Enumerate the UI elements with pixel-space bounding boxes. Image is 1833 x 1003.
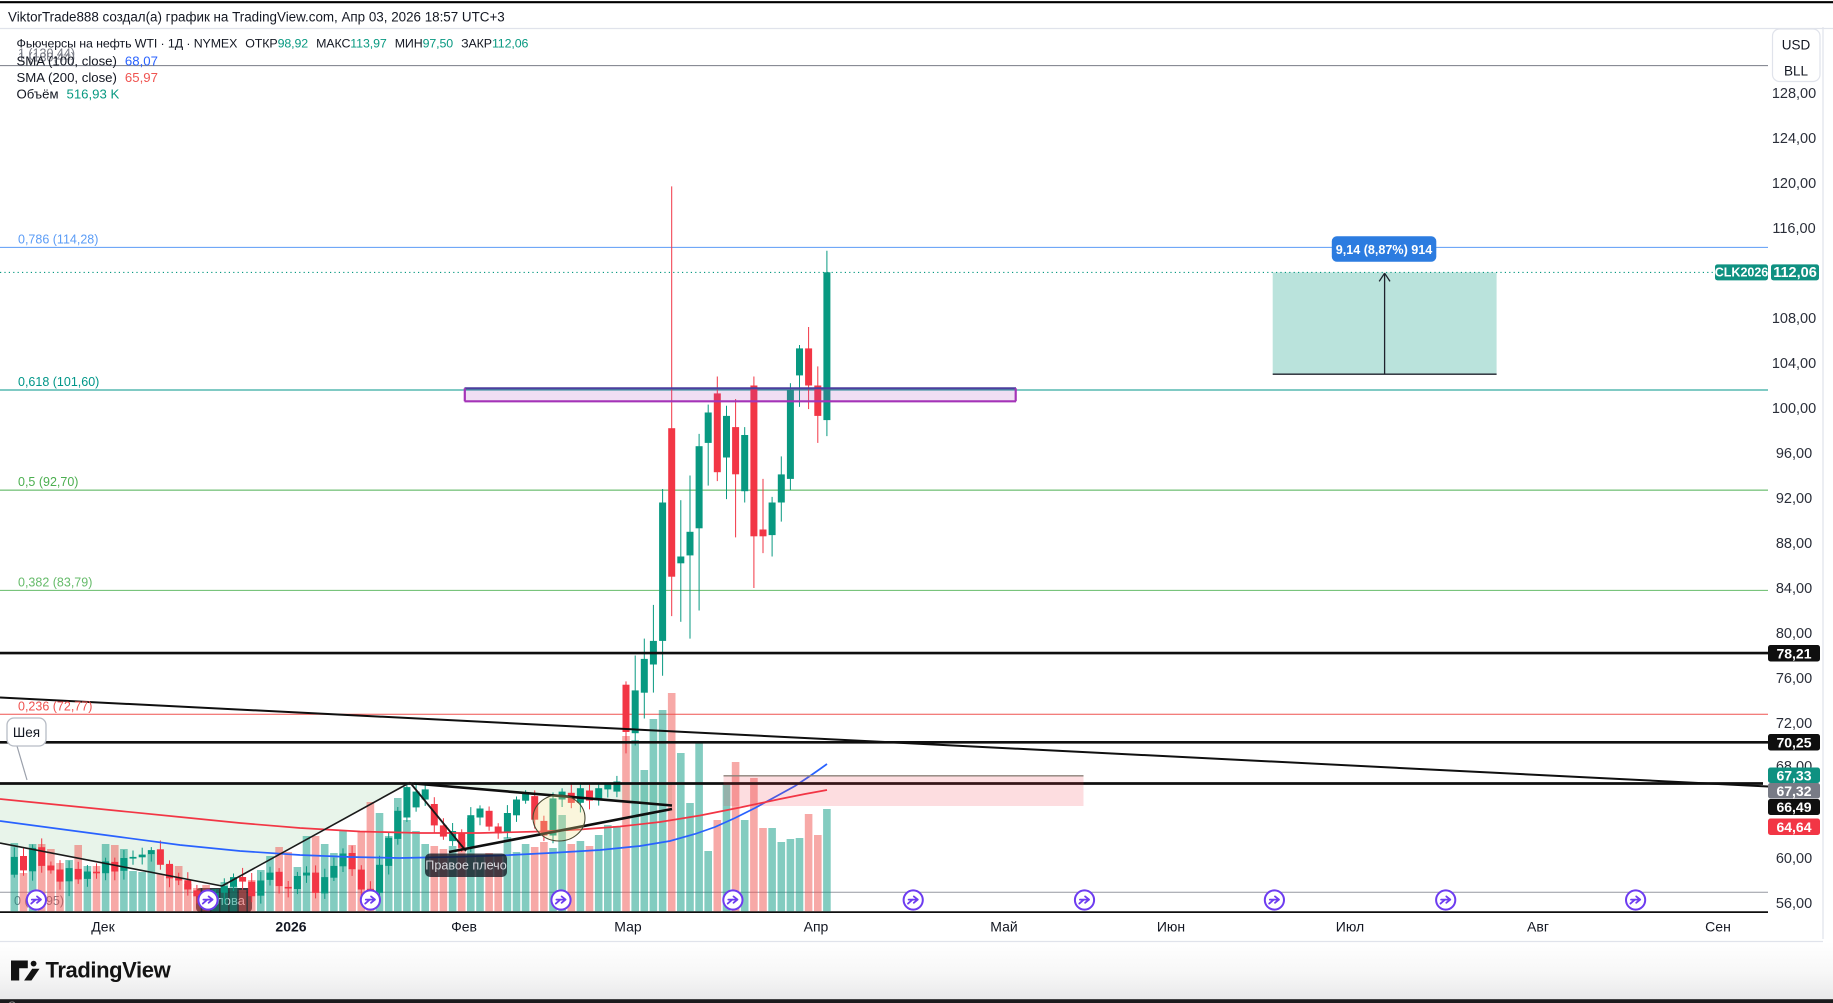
svg-text:128,00: 128,00 [1772,86,1816,102]
svg-text:1 (130,44): 1 (130,44) [18,51,75,65]
svg-text:SMA (100, close)68,07: SMA (100, close) 68,07 [17,54,158,69]
svg-text:78,21: 78,21 [1776,646,1811,662]
svg-text:Мар: Мар [614,919,642,935]
svg-text:64,64: 64,64 [1776,819,1811,835]
svg-text:Шея: Шея [13,725,40,740]
svg-text:0,236 (72,77): 0,236 (72,77) [18,700,92,714]
svg-text:Май: Май [990,919,1017,935]
svg-text:Дек: Дек [91,919,115,935]
svg-text:9,14 (8,87%) 914: 9,14 (8,87%) 914 [1336,243,1433,257]
svg-text:Фев: Фев [451,919,477,935]
svg-text:67,33: 67,33 [1776,768,1811,784]
svg-text:Апр: Апр [804,919,829,935]
svg-text:88,00: 88,00 [1776,536,1812,552]
svg-text:0,618 (101,60): 0,618 (101,60) [18,375,99,389]
svg-text:96,00: 96,00 [1776,446,1812,462]
svg-text:116,00: 116,00 [1772,221,1815,237]
svg-text:104,00: 104,00 [1772,356,1816,372]
svg-text:124,00: 124,00 [1772,131,1816,147]
svg-text:72,00: 72,00 [1776,716,1812,732]
svg-text:SMA (200, close)65,97: SMA (200, close) 65,97 [17,70,158,85]
svg-text:67,32: 67,32 [1776,783,1811,799]
svg-text:112,06: 112,06 [1773,265,1817,281]
svg-text:Июн: Июн [1157,919,1185,935]
svg-text:Фьючерсы на нефть WTI · 1Д · N: Фьючерсы на нефть WTI · 1Д · NYMEX ОТКР98… [17,37,529,51]
svg-text:84,00: 84,00 [1776,581,1812,597]
svg-text:60,00: 60,00 [1776,851,1812,867]
svg-text:Сен: Сен [1705,919,1731,935]
svg-text:120,00: 120,00 [1772,176,1816,192]
svg-text:USD: USD [1782,38,1811,53]
svg-text:70,25: 70,25 [1776,735,1811,751]
svg-text:100,00: 100,00 [1772,401,1816,417]
svg-text:0,382 (83,79): 0,382 (83,79) [18,576,92,590]
svg-text:0,786 (114,28): 0,786 (114,28) [18,233,98,247]
svg-text:108,00: 108,00 [1772,311,1816,327]
svg-text:Авг: Авг [1527,919,1549,935]
svg-text:1 (130,44): 1 (130,44) [18,47,75,61]
svg-text:66,49: 66,49 [1776,799,1811,815]
svg-text:76,00: 76,00 [1776,671,1812,687]
svg-text:TradingView: TradingView [46,958,172,983]
svg-text:Правое плечо: Правое плечо [425,859,506,873]
svg-text:Создано с помощью: Создано с помощью [8,1000,107,1003]
svg-text:80,00: 80,00 [1776,626,1812,642]
svg-text:ViktorTrade888 создал(а) графи: ViktorTrade888 создал(а) график на Tradi… [8,10,505,25]
svg-text:BLL: BLL [1784,64,1809,79]
svg-text:CLK2026: CLK2026 [1715,266,1769,280]
svg-text:Июл: Июл [1336,919,1364,935]
svg-text:0,5 (92,70): 0,5 (92,70) [18,475,78,489]
svg-text:2026: 2026 [275,919,306,935]
svg-text:92,00: 92,00 [1776,491,1812,507]
svg-text:56,00: 56,00 [1776,896,1812,912]
